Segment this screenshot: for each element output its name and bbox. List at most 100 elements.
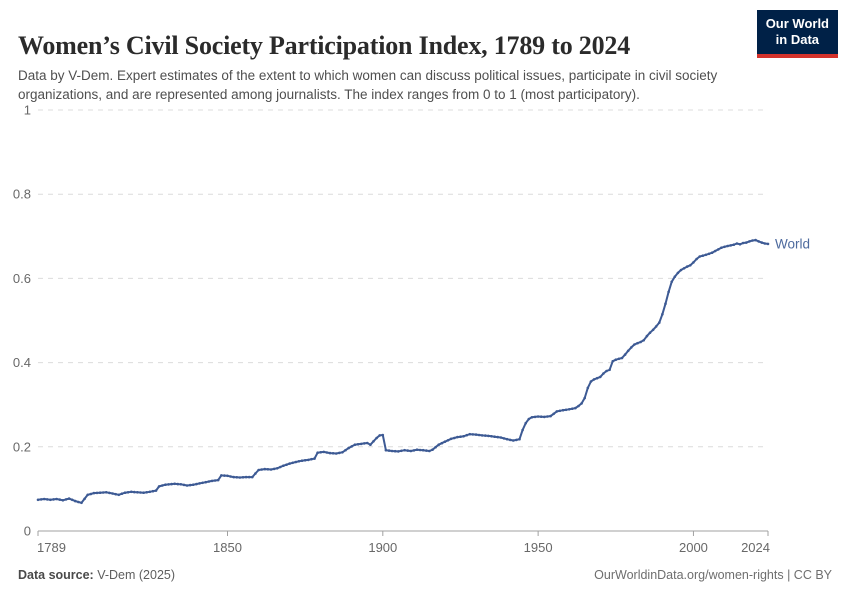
x-tick-label: 1950 [524, 540, 553, 555]
series-point [502, 437, 506, 440]
series-point [602, 372, 605, 375]
series-point [310, 457, 313, 461]
series-point [664, 302, 667, 306]
series-point [154, 489, 158, 492]
x-tick-label: 2024 [741, 540, 770, 555]
series-point [46, 498, 49, 501]
y-tick-label: 0.8 [13, 187, 31, 202]
owid-logo-line2: in Data [775, 32, 820, 47]
x-tick-label: 1850 [213, 540, 242, 555]
series-point [403, 448, 406, 452]
series-point [661, 312, 664, 316]
series-point [695, 257, 698, 261]
series-point [406, 449, 410, 452]
series-point [387, 449, 391, 452]
series-point [83, 497, 86, 501]
series-point [415, 448, 419, 452]
series-point [108, 491, 111, 495]
series-point [689, 264, 692, 267]
series-point [425, 449, 428, 452]
series-point [574, 406, 577, 410]
series-point [692, 261, 695, 264]
series-point [126, 491, 130, 494]
series-point [120, 492, 124, 496]
series-point [608, 368, 611, 372]
series-point [567, 408, 571, 411]
series-point [393, 449, 397, 453]
series-point [226, 474, 229, 478]
series-point [471, 433, 475, 436]
series-point [347, 446, 350, 450]
series-point [754, 238, 757, 242]
y-tick-label: 0.4 [13, 355, 31, 370]
series-point [350, 445, 354, 448]
series-point [77, 500, 80, 504]
series-point [738, 243, 742, 246]
series-point [496, 435, 500, 439]
chart-footer: Data source: V-Dem (2025) OurWorldinData… [18, 568, 832, 582]
series-point [745, 241, 748, 244]
series-point [639, 340, 642, 344]
x-tick-label: 1789 [37, 540, 66, 555]
series-point [453, 436, 456, 440]
series-point [288, 462, 291, 465]
series-point [757, 240, 760, 243]
series-point [717, 248, 720, 251]
series-point [223, 474, 226, 477]
series-point [397, 450, 400, 453]
series-point [294, 460, 298, 464]
series-point [735, 242, 739, 245]
series-point [505, 437, 509, 441]
series-point [620, 356, 624, 360]
series-point [64, 498, 68, 501]
series-point [546, 415, 549, 418]
series-point [614, 358, 618, 362]
series-point [157, 485, 161, 488]
series-point [555, 410, 559, 413]
series-point [456, 435, 459, 439]
series-point [111, 492, 114, 495]
series-point [586, 386, 590, 390]
series-point [421, 448, 425, 452]
series-point [285, 463, 288, 467]
series-point [527, 417, 531, 421]
series-point [490, 435, 493, 438]
series-point [114, 492, 117, 496]
series-point [605, 369, 608, 373]
attribution-link[interactable]: OurWorldinData.org/women-rights | CC BY [594, 568, 832, 582]
series-point [583, 396, 586, 400]
series-point [751, 239, 754, 242]
y-tick-label: 0.2 [13, 439, 31, 454]
series-point [148, 490, 152, 494]
series-point [667, 290, 670, 294]
series-point [443, 440, 447, 444]
series-point [673, 275, 677, 279]
series-point [713, 249, 717, 253]
series-point [704, 253, 708, 257]
series-point [254, 472, 257, 475]
series-point [319, 451, 323, 454]
series-point [247, 475, 251, 479]
series-point [98, 491, 102, 495]
series-point [592, 378, 596, 381]
series-point [533, 415, 537, 419]
series-point [142, 491, 145, 495]
series-point [508, 438, 512, 442]
series-point [207, 480, 211, 483]
owid-logo-line1: Our World [765, 16, 829, 31]
series-point [682, 267, 686, 270]
series-point [599, 375, 602, 379]
series-point [642, 339, 645, 342]
series-point [571, 407, 574, 411]
series-point [331, 452, 335, 455]
series-point [201, 481, 204, 485]
y-tick-label: 0 [24, 524, 31, 539]
series-point [67, 497, 71, 500]
series-point [366, 441, 369, 445]
series-point [260, 468, 264, 471]
series-point [322, 450, 326, 454]
y-tick-label: 0.6 [13, 271, 31, 286]
series-point [139, 491, 142, 494]
data-source: Data source: V-Dem (2025) [18, 568, 175, 582]
series-point [89, 492, 93, 496]
